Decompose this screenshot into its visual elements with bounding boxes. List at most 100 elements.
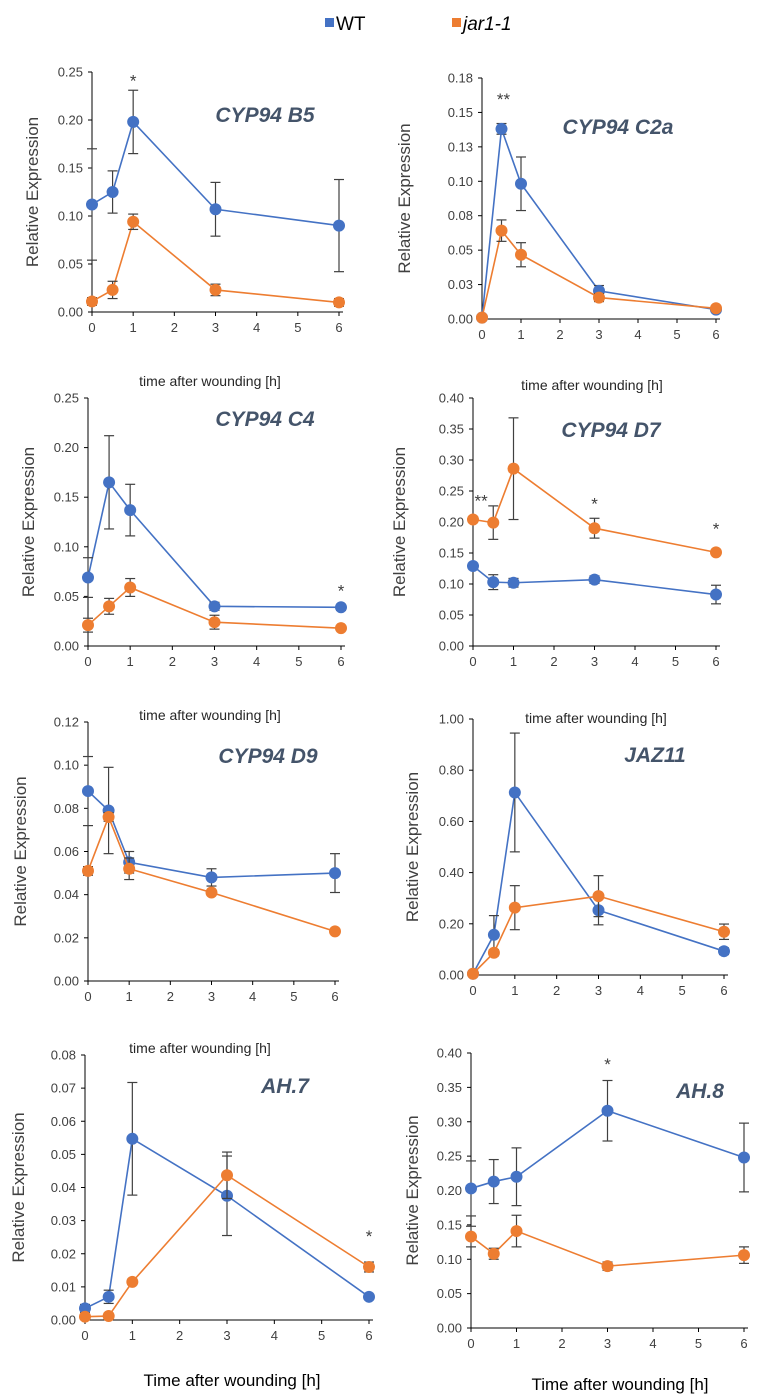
data-point (510, 1225, 523, 1238)
y-tick-label: 0.00 (439, 968, 464, 983)
data-point (205, 886, 218, 899)
legend: WT jar1-1 (325, 14, 512, 35)
y-tick-label: 0.00 (439, 639, 464, 654)
y-axis-label: Relative Expression (11, 776, 30, 926)
data-point (79, 1302, 91, 1315)
series-jar1 (467, 875, 730, 980)
y-tick-label: 0.03 (51, 1213, 76, 1228)
y-tick-label: 0.00 (54, 639, 79, 654)
panel-ah-7: 0.00 0.01 0.02 0.03 0.04 0.05 0.06 0.07 0.08 0 1 2 3… (9, 1048, 375, 1343)
y-axis-label: Relative Expression (9, 1112, 28, 1262)
panel-cyp94-b5: 0.00 0.05 0.10 0.15 0.20 0.25 0 1 2 3 4 5 6 Relative … (23, 65, 345, 335)
x-tick-label: 3 (591, 654, 598, 669)
y-tick-label: 0.10 (58, 209, 83, 224)
data-point (467, 513, 479, 526)
y-tick-label: 0.15 (448, 105, 473, 120)
x-tick-label: 1 (126, 989, 133, 1004)
significance-mark: * (604, 1055, 611, 1074)
y-tick-label: 0.02 (54, 930, 79, 945)
x-tick-label: 3 (211, 654, 218, 669)
data-point (127, 215, 140, 228)
x-tick-label: 4 (631, 654, 638, 669)
series-line (481, 228, 717, 318)
x-tick-label: 3 (212, 320, 219, 335)
data-point (507, 576, 520, 589)
data-point (333, 296, 345, 309)
legend-swatch-0 (325, 18, 334, 27)
y-tick-label: 0.00 (54, 974, 79, 989)
x-tick-label: 2 (169, 654, 176, 669)
panel-jaz11: 0.00 0.20 0.40 0.60 0.80 1.00 0 1 2 3 4 5 6 Relative … (403, 712, 730, 998)
x-tick-label: 4 (634, 327, 641, 342)
data-point (718, 925, 730, 938)
series-jar1 (79, 1151, 375, 1323)
x-tick-label: 6 (331, 989, 338, 1004)
x-tick-label: 0 (469, 654, 476, 669)
x-tick-label: 2 (167, 989, 174, 1004)
significance-mark: * (366, 1227, 373, 1246)
y-tick-label: 0.08 (54, 801, 79, 816)
x-tick-label: 0 (469, 983, 476, 998)
gene-title: AH.7 (260, 1075, 310, 1098)
data-point (465, 1182, 477, 1195)
x-tick-label: 4 (249, 989, 256, 1004)
x-tick-label: 2 (553, 983, 560, 998)
data-point (335, 601, 347, 614)
y-tick-label: 0.20 (58, 113, 83, 128)
y-tick-label: 0.40 (439, 865, 464, 880)
y-tick-label: 0.20 (439, 515, 464, 530)
x-axis-label: time after wounding [h] (525, 710, 667, 726)
data-point (515, 248, 527, 261)
y-tick-label: 0.18 (448, 71, 473, 86)
x-tick-label: 1 (517, 327, 524, 342)
x-axis-label-bottom-left: Time after wounding [h] (143, 1371, 320, 1390)
y-tick-label: 0.30 (439, 453, 464, 468)
x-tick-label: 6 (740, 1336, 747, 1351)
x-tick-label: 5 (294, 320, 301, 335)
data-point (593, 291, 605, 304)
y-tick-label: 0.80 (439, 763, 464, 778)
data-point (209, 203, 222, 216)
y-tick-label: 0.08 (448, 208, 473, 223)
legend-item-0: WT (325, 14, 366, 35)
y-tick-label: 0.13 (448, 139, 473, 154)
y-tick-label: 0.02 (51, 1246, 76, 1261)
data-point (487, 1247, 500, 1260)
x-tick-label: 0 (88, 320, 95, 335)
x-axis-label: time after wounding [h] (139, 373, 281, 389)
x-tick-label: 5 (673, 327, 680, 342)
series-wt (86, 89, 345, 273)
data-point (208, 600, 221, 613)
data-point (82, 571, 94, 584)
x-tick-label: 5 (695, 1336, 702, 1351)
data-point (82, 619, 94, 632)
data-point (495, 122, 508, 135)
panel-cyp94-d9: 0.00 0.02 0.04 0.06 0.08 0.10 0.12 0 1 2 3 4 5 6 Relat… (11, 715, 341, 1004)
data-point (86, 198, 98, 211)
series-wt (82, 755, 341, 894)
significance-mark: * (338, 581, 345, 600)
panel-cyp94-c2a: 0.00 0.03 0.05 0.08 0.10 0.13 0.15 0.18 0 1 2 3 4 5 6 R… (395, 71, 722, 342)
data-point (487, 928, 500, 941)
x-tick-label: 0 (84, 654, 91, 669)
data-point (710, 588, 722, 601)
x-axis-label: time after wounding [h] (129, 1040, 271, 1056)
data-point (102, 1290, 115, 1303)
x-tick-label: 0 (81, 1328, 88, 1343)
data-point (487, 1175, 500, 1188)
data-point (106, 186, 119, 198)
y-tick-label: 0.25 (58, 65, 83, 80)
gene-title: AH.8 (675, 1080, 724, 1103)
panel-ah-8: 0.00 0.05 0.10 0.15 0.20 0.25 0.30 0.35 0.40 0 1 2 3… (403, 1046, 750, 1351)
x-tick-label: 4 (271, 1328, 278, 1343)
y-tick-label: 0.04 (51, 1180, 76, 1195)
data-point (126, 1275, 139, 1288)
x-tick-label: 0 (478, 327, 485, 342)
data-point (510, 1170, 523, 1183)
x-tick-label: 5 (290, 989, 297, 1004)
significance-mark: * (713, 519, 720, 538)
data-point (508, 901, 521, 914)
data-point (329, 867, 341, 880)
data-point (592, 890, 605, 903)
data-point (335, 622, 347, 635)
